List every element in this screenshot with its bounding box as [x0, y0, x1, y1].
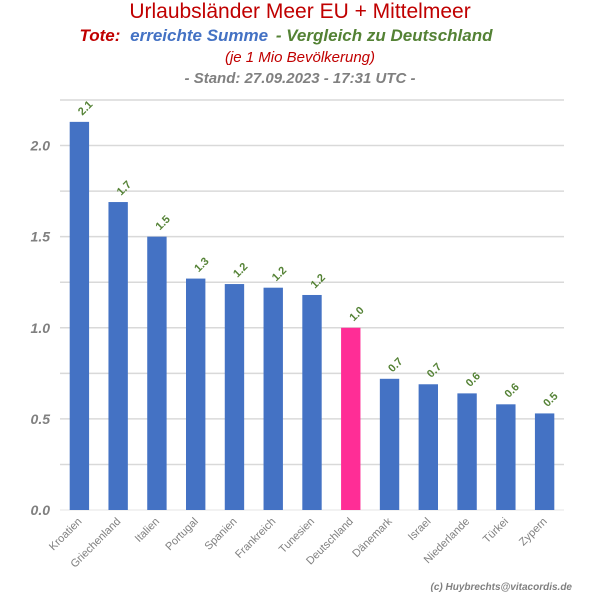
credit-text: (c) Huybrechts@vitacordis.de: [431, 582, 573, 593]
bar-dänemark: [379, 378, 400, 510]
x-tick-label: Spanien: [203, 516, 240, 553]
bar-tunesien: [302, 294, 322, 510]
x-tick-label: Dänemark: [350, 515, 395, 560]
y-tick-label: 2.0: [30, 138, 51, 154]
x-tick-label: Frankreich: [233, 516, 278, 561]
chart-subtitle-unit: (je 1 Mio Bevölkerung): [225, 49, 375, 66]
bar-kroatien: [69, 121, 90, 510]
bar-israel: [418, 384, 438, 510]
y-tick-label: 1.0: [31, 320, 51, 336]
data-label: 1.2: [270, 265, 289, 284]
x-tick-label: Italien: [133, 516, 162, 545]
data-label: 1.0: [347, 305, 366, 324]
data-labels: 2.11.71.51.3 1.2 1.2 1.21.00.7 0.7 0.60.6 0.5: [76, 99, 561, 410]
bar-frankreich: [263, 287, 283, 510]
bars: [69, 121, 555, 511]
x-tick-label: Zypern: [517, 516, 550, 549]
x-tick-label: Tunesien: [277, 516, 317, 556]
data-label: 0.6: [502, 381, 521, 400]
data-label: 0.7: [386, 356, 405, 375]
subtitle-summe: erreichte Summe: [130, 26, 268, 45]
x-tick-label: Portugal: [163, 516, 200, 553]
subtitle-tote: Tote:: [80, 26, 121, 45]
data-label: 0.5: [541, 390, 560, 409]
bar-griechenland: [108, 202, 128, 511]
data-label: 1.7: [115, 179, 134, 198]
y-axis-ticks: 0.0 0.5 1.0 1.5 2.0: [30, 138, 51, 518]
y-tick-label: 0.5: [31, 411, 51, 427]
bar-spanien: [224, 284, 245, 510]
bar-türkei: [496, 404, 516, 510]
bar-portugal: [186, 278, 206, 510]
bar-zypern: [534, 413, 555, 510]
x-tick-label: Israel: [406, 516, 434, 544]
chart-stand: - Stand: 27.09.2023 - 17:31 UTC -: [185, 70, 416, 87]
bar-niederlande: [457, 393, 477, 510]
y-tick-label: 0.0: [31, 502, 51, 518]
data-label: 1.2: [309, 272, 328, 291]
x-tick-label: Türkei: [481, 516, 511, 546]
x-tick-label: Kroatien: [47, 516, 84, 553]
bar-deutschland: [341, 327, 361, 510]
grid-lines: [60, 99, 564, 511]
bar-italien: [147, 236, 167, 510]
y-tick-label: 1.5: [31, 229, 51, 245]
chart-subtitle: Tote: erreichte Summe - Vergleich zu Deu…: [80, 26, 494, 45]
data-label: 1.2: [231, 261, 250, 280]
data-label: 0.7: [425, 361, 444, 380]
subtitle-vergleich: - Vergleich zu Deutschland: [276, 26, 493, 45]
data-label: 1.3: [192, 255, 211, 274]
chart-title: Urlaubsländer Meer EU + Mittelmeer: [129, 0, 470, 23]
data-label: 1.5: [154, 213, 173, 232]
data-label: 2.1: [76, 99, 95, 118]
